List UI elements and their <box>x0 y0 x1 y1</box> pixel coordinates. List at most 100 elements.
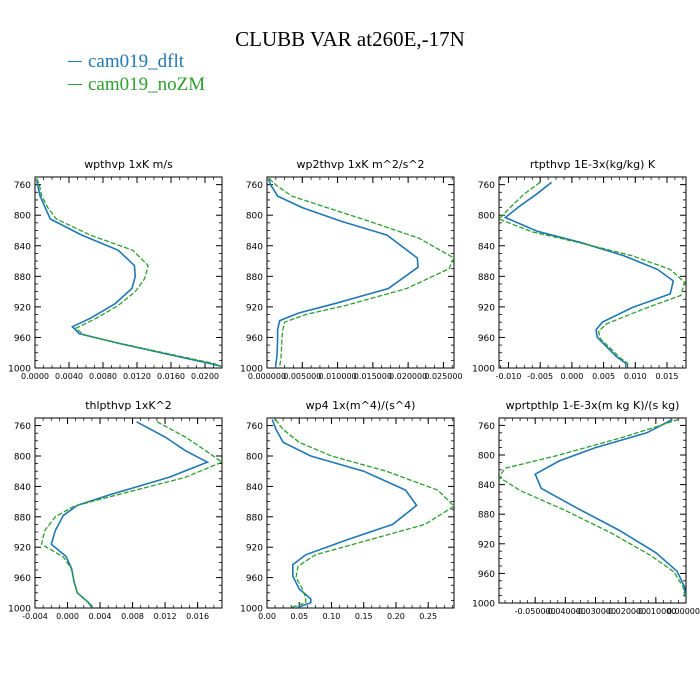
panel-frame <box>34 176 223 369</box>
y-tick-label: 1000 <box>240 365 263 375</box>
y-tick-label: 800 <box>478 452 495 462</box>
legend-item-dflt: cam019_dflt <box>68 50 205 73</box>
panel-2: wp2thvp 1xK m^2/s^2 760 800 840 880 920 960 100… <box>240 158 462 381</box>
y-tick-label: 880 <box>246 273 263 283</box>
series-line-dflt <box>35 178 222 368</box>
y-tick-label: 920 <box>246 544 263 554</box>
x-tick-label: 0.15 <box>355 612 373 621</box>
y-tick-label: 880 <box>14 273 31 283</box>
x-tick-label: 0.008 <box>121 612 144 621</box>
panel-3: rtpthvp 1E-3x(kg/kg) K 760 800 840 880 920 960… <box>472 158 687 381</box>
legend-item-nozm: cam019_noZM <box>68 73 205 96</box>
x-tick-label: 0.020000 <box>389 372 427 381</box>
x-tick-label: -0.010 <box>496 372 522 381</box>
y-tick-label: 960 <box>14 334 31 344</box>
x-tick-label: 0.0120 <box>123 372 151 381</box>
x-tick-label: -0.030000 <box>575 607 616 616</box>
panel-title: rtpthvp 1E-3x(kg/kg) K <box>530 158 656 171</box>
legend-label-dflt: cam019_dflt <box>88 51 185 72</box>
x-tick-label: 0.015000 <box>354 372 392 381</box>
x-tick-label: 0.025000 <box>424 372 462 381</box>
y-tick-label: 760 <box>246 181 263 191</box>
y-tick-label: 960 <box>14 574 31 584</box>
series-line-dflt <box>534 418 686 598</box>
y-tick-label: 1000 <box>8 605 31 615</box>
x-tick-label: 0.000 <box>56 612 79 621</box>
y-tick-label: 800 <box>14 453 31 463</box>
x-tick-label: 0.05 <box>290 612 308 621</box>
y-tick-label: 840 <box>478 481 495 491</box>
x-tick-label: -0.005 <box>527 372 553 381</box>
panel-frame <box>498 417 687 604</box>
x-tick-label: 0.25 <box>419 612 437 621</box>
y-tick-label: 1000 <box>240 605 263 615</box>
legend-swatch-nozm <box>68 83 82 86</box>
legend-label-nozm: cam019_noZM <box>88 74 206 95</box>
panel-title: wp4 1x(m^4)/(s^4) <box>306 399 416 412</box>
y-tick-label: 1000 <box>472 600 495 610</box>
series-line-nozm <box>499 418 686 598</box>
panel-frame <box>266 176 455 369</box>
figure-title: CLUBB VAR at260E,-17N <box>235 27 465 51</box>
y-tick-label: 840 <box>14 483 31 493</box>
y-tick-label: 840 <box>246 242 263 252</box>
panel-4: thlpthvp 1xK^2 760 800 840 880 920 960 1000-0.0… <box>8 399 223 621</box>
y-tick-label: 760 <box>246 422 263 432</box>
y-tick-label: 840 <box>478 242 495 252</box>
y-tick-label: 920 <box>478 303 495 313</box>
series-line-nozm <box>274 419 454 608</box>
x-tick-label: 0.0200 <box>191 372 219 381</box>
y-tick-label: 880 <box>14 513 31 523</box>
panel-frame <box>34 417 223 609</box>
y-tick-label: 1000 <box>472 365 495 375</box>
x-tick-label: 0.0080 <box>89 372 117 381</box>
panel-frame <box>266 417 455 609</box>
x-tick-label: 0.0000 <box>21 372 49 381</box>
series-line-nozm <box>40 421 222 608</box>
panel-title: wp2thvp 1xK m^2/s^2 <box>296 158 424 171</box>
x-tick-label: 0.016 <box>186 612 209 621</box>
x-tick-label: -0.020000 <box>605 607 646 616</box>
y-tick-label: 800 <box>246 453 263 463</box>
y-tick-label: 800 <box>14 212 31 222</box>
x-tick-label: -0.040000 <box>545 607 586 616</box>
x-tick-label: -0.010000 <box>635 607 676 616</box>
series-line-nozm <box>499 181 686 368</box>
y-tick-label: 800 <box>246 212 263 222</box>
y-tick-label: 760 <box>14 181 31 191</box>
x-tick-label: 0.00 <box>258 612 276 621</box>
series-line-dflt <box>50 421 210 608</box>
x-tick-label: -0.004 <box>22 612 48 621</box>
series-line-nozm <box>36 178 222 368</box>
x-tick-label: 0.000000 <box>248 372 286 381</box>
series-line-nozm <box>268 178 454 367</box>
y-tick-label: 920 <box>14 544 31 554</box>
y-tick-label: 880 <box>478 273 495 283</box>
y-tick-label: 960 <box>478 334 495 344</box>
panel-title: wprtpthlp 1-E-3x(m kg K)/(s kg) <box>506 399 680 412</box>
series-line-dflt <box>271 419 418 608</box>
x-tick-label: -0.050000 <box>515 607 556 616</box>
y-tick-label: 920 <box>478 540 495 550</box>
panel-title: wpthvp 1xK m/s <box>84 158 173 171</box>
x-tick-label: 0.012 <box>154 612 177 621</box>
series-line-dflt <box>267 178 419 367</box>
panel-6: wprtpthlp 1-E-3x(m kg K)/(s kg) 760 800 840… <box>472 399 700 616</box>
y-tick-label: 920 <box>14 303 31 313</box>
y-tick-label: 880 <box>246 513 263 523</box>
x-tick-label: 0.20 <box>387 612 405 621</box>
x-tick-label: 0.0040 <box>55 372 83 381</box>
x-tick-label: 0.004 <box>89 612 112 621</box>
panel-1: wpthvp 1xK m/s76080084088092096010000.00… <box>8 158 223 381</box>
panel-5: wp4 1x(m^4)/(s^4)76080084088092096010000… <box>240 399 455 621</box>
y-tick-label: 840 <box>246 483 263 493</box>
x-tick-label: 0.000000 <box>667 607 700 616</box>
x-tick-label: 0.005000 <box>283 372 321 381</box>
y-tick-label: 920 <box>246 303 263 313</box>
x-tick-label: 0.005 <box>592 372 615 381</box>
x-tick-label: 0.015 <box>656 372 679 381</box>
panel-frame <box>498 176 687 369</box>
y-tick-label: 800 <box>478 212 495 222</box>
